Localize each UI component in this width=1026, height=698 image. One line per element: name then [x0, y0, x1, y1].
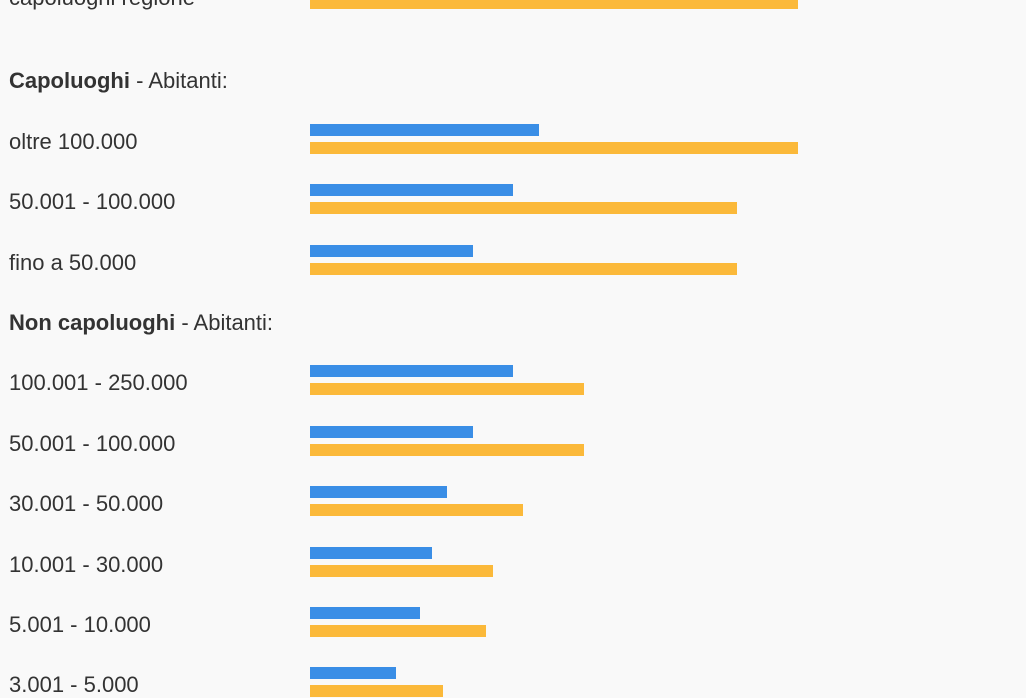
row-label: fino a 50.000: [9, 249, 137, 275]
bar-orange: [310, 504, 524, 517]
bar-orange: [310, 202, 737, 215]
bar-blue: [310, 546, 433, 559]
bar-orange: [310, 564, 493, 577]
section-heading-bold: Non capoluoghi: [9, 310, 176, 335]
bar-orange: [310, 262, 737, 275]
row-label: 10.001 - 30.000: [9, 551, 164, 577]
section-heading: Capoluoghi - Abitanti:: [9, 68, 228, 94]
section-heading-rest: - Abitanti:: [129, 68, 228, 94]
bar-blue: [310, 486, 448, 499]
bar-orange: [310, 685, 444, 698]
row-label: 30.001 - 50.000: [9, 491, 164, 517]
bar-blue: [310, 667, 396, 680]
section-heading: Non capoluoghi - Abitanti:: [9, 310, 273, 336]
bar-blue: [310, 123, 540, 136]
row-label: oltre 100.000: [9, 128, 138, 154]
row-label: 50.001 - 100.000: [9, 430, 176, 456]
section-heading-bold: Capoluoghi: [9, 68, 130, 94]
bar-blue: [310, 184, 513, 197]
section-heading-rest: - Abitanti:: [175, 310, 274, 335]
bar-orange: [310, 141, 798, 154]
row-label: 3.001 - 5.000: [9, 672, 139, 698]
bar-orange: [310, 383, 584, 396]
bar-orange: [310, 0, 798, 9]
bar-orange: [310, 625, 487, 637]
bar-blue: [310, 365, 513, 378]
row-label: 5.001 - 10.000: [9, 612, 151, 637]
row-label: 50.001 - 100.000: [9, 189, 176, 215]
bar-orange: [310, 443, 584, 456]
bar-blue: [310, 425, 474, 438]
row-label: capoluoghi regione: [9, 0, 195, 11]
row-label: 100.001 - 250.000: [9, 370, 188, 396]
bar-blue: [310, 607, 421, 619]
bar-blue: [310, 244, 474, 257]
